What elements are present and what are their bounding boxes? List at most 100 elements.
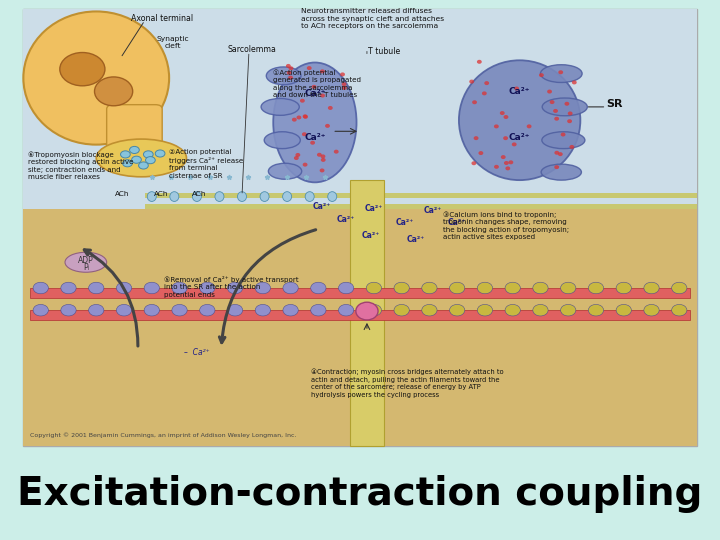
Ellipse shape: [553, 109, 558, 113]
Ellipse shape: [477, 282, 492, 294]
Ellipse shape: [564, 102, 570, 106]
Ellipse shape: [477, 305, 492, 316]
Text: ⑥Tropomyosin blockage
restored blocking actin active
site; contraction ends and
: ⑥Tropomyosin blockage restored blocking …: [28, 151, 134, 180]
Ellipse shape: [89, 282, 104, 294]
Ellipse shape: [215, 192, 224, 201]
Ellipse shape: [283, 282, 298, 294]
Ellipse shape: [558, 70, 563, 75]
Text: Pᵢ: Pᵢ: [83, 263, 89, 272]
Text: Ca²⁺: Ca²⁺: [406, 235, 425, 244]
Ellipse shape: [512, 143, 517, 146]
Text: Ca²⁺: Ca²⁺: [424, 206, 442, 215]
Ellipse shape: [228, 282, 243, 294]
Ellipse shape: [533, 282, 548, 294]
Ellipse shape: [228, 305, 243, 316]
Bar: [30, 288, 690, 298]
FancyArrowPatch shape: [84, 250, 138, 346]
Ellipse shape: [469, 79, 474, 84]
Ellipse shape: [94, 77, 132, 106]
Ellipse shape: [294, 156, 299, 160]
Bar: [30, 310, 690, 320]
Ellipse shape: [325, 124, 330, 128]
Ellipse shape: [122, 160, 132, 167]
Ellipse shape: [542, 132, 585, 148]
Text: ACh: ACh: [115, 191, 130, 197]
Ellipse shape: [616, 305, 631, 316]
Ellipse shape: [61, 282, 76, 294]
Text: Axonal terminal: Axonal terminal: [131, 14, 193, 23]
Ellipse shape: [292, 118, 297, 122]
Ellipse shape: [494, 165, 499, 169]
Ellipse shape: [482, 91, 487, 96]
Ellipse shape: [459, 60, 580, 180]
Ellipse shape: [303, 115, 308, 119]
Ellipse shape: [302, 163, 307, 167]
Ellipse shape: [394, 305, 409, 316]
Ellipse shape: [501, 155, 505, 159]
Ellipse shape: [542, 98, 588, 116]
Ellipse shape: [120, 151, 130, 158]
Ellipse shape: [422, 282, 437, 294]
Ellipse shape: [474, 136, 479, 140]
Ellipse shape: [334, 150, 338, 154]
Ellipse shape: [148, 192, 156, 201]
Ellipse shape: [547, 90, 552, 93]
Text: ①Action potential
generated is propagated
along the sarcolemma
and down the T tu: ①Action potential generated is propagate…: [273, 69, 361, 98]
Ellipse shape: [449, 305, 465, 316]
Ellipse shape: [117, 282, 132, 294]
Ellipse shape: [305, 192, 314, 201]
Text: T tubule: T tubule: [368, 47, 400, 56]
Ellipse shape: [300, 99, 305, 103]
Ellipse shape: [472, 100, 477, 104]
Ellipse shape: [505, 305, 521, 316]
Ellipse shape: [554, 117, 559, 121]
Ellipse shape: [302, 114, 307, 118]
Ellipse shape: [567, 119, 572, 123]
Ellipse shape: [302, 132, 307, 136]
Ellipse shape: [144, 282, 159, 294]
Ellipse shape: [479, 151, 483, 155]
Ellipse shape: [328, 106, 333, 110]
Ellipse shape: [672, 305, 687, 316]
Ellipse shape: [261, 98, 300, 116]
Ellipse shape: [143, 151, 153, 158]
Ellipse shape: [283, 192, 292, 201]
Ellipse shape: [255, 305, 271, 316]
Ellipse shape: [366, 305, 382, 316]
Ellipse shape: [156, 150, 165, 157]
Ellipse shape: [287, 71, 292, 75]
Ellipse shape: [494, 124, 499, 129]
Ellipse shape: [312, 85, 317, 89]
Ellipse shape: [449, 282, 465, 294]
Ellipse shape: [342, 82, 346, 86]
Text: ACh: ACh: [153, 191, 168, 197]
Ellipse shape: [644, 305, 659, 316]
Ellipse shape: [170, 192, 179, 201]
Ellipse shape: [199, 305, 215, 316]
Text: Ca²⁺: Ca²⁺: [365, 204, 383, 213]
Bar: [145, 204, 697, 209]
Ellipse shape: [260, 192, 269, 201]
Ellipse shape: [570, 145, 575, 149]
Ellipse shape: [561, 282, 576, 294]
Text: ADP: ADP: [78, 255, 94, 265]
Text: Ca²⁺: Ca²⁺: [312, 202, 331, 211]
Ellipse shape: [192, 192, 202, 201]
Ellipse shape: [96, 139, 186, 177]
Ellipse shape: [310, 141, 315, 145]
Ellipse shape: [539, 73, 544, 77]
Ellipse shape: [504, 161, 509, 165]
Ellipse shape: [297, 116, 302, 119]
Ellipse shape: [644, 282, 659, 294]
Ellipse shape: [317, 153, 322, 157]
Ellipse shape: [558, 152, 563, 156]
Ellipse shape: [89, 305, 104, 316]
Ellipse shape: [320, 168, 325, 172]
Ellipse shape: [503, 115, 508, 119]
Ellipse shape: [394, 282, 409, 294]
Ellipse shape: [33, 282, 48, 294]
Ellipse shape: [554, 151, 559, 155]
Text: Excitation-contraction coupling: Excitation-contraction coupling: [17, 475, 703, 512]
Text: Ca²⁺: Ca²⁺: [509, 86, 531, 96]
Ellipse shape: [199, 282, 215, 294]
